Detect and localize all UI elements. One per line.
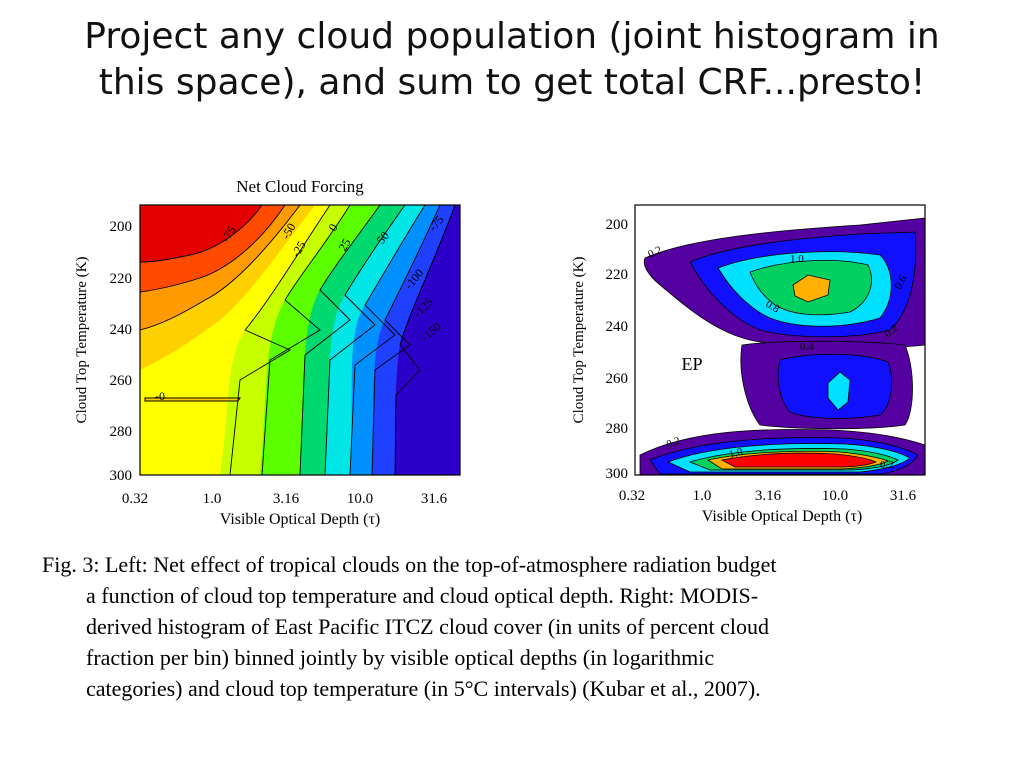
x-tick-label: 10.0 [347,491,373,507]
x-tick-label: 3.16 [755,488,782,504]
y-axis-label-left: Cloud Top Temperature (K) [74,257,90,424]
y-tick-label: 280 [606,421,629,437]
contour-label: 0.2 [880,459,894,471]
contour-label: 0.2 [646,244,664,261]
caption-line-4: fraction per bin) binned jointly by visi… [86,645,715,670]
plot-frame-left [139,204,461,476]
x-tick-label: 1.0 [203,491,222,507]
x-axis-label-right: Visible Optical Depth (τ) [702,508,863,525]
x-tick-label: 10.0 [822,488,848,504]
modis-histogram-chart: 0.2 1.0 0.8 0.6 0.4 0.2 0.2 1.0 0.2 EP 2… [571,204,926,525]
figure-caption: Fig. 3: Left: Net effect of tropical clo… [42,549,1002,704]
contour-label: -75 [218,224,238,245]
slide-title-line-2: this space), and sum to get total CRF...… [98,62,926,103]
x-tick-label: 31.6 [421,491,448,507]
y-tick-label: 200 [110,219,133,235]
middle-cyan-core [827,371,851,411]
contour-label: -0 [155,389,165,403]
y-tick-label: 260 [606,371,629,387]
y-tick-label: 260 [110,373,133,389]
contour-label: 1.0 [790,253,804,265]
contour-label: -50 [278,221,298,242]
contour-label: -25 [288,239,308,260]
y-ticks-right: 200 220 240 260 280 300 [606,217,629,482]
contour-lines [140,205,456,475]
caption-line-2: a function of cloud top temperature and … [86,583,759,608]
y-tick-label: 220 [110,271,133,287]
y-tick-label: 240 [110,322,133,338]
x-tick-label: 0.32 [122,491,148,507]
x-ticks-left: 0.32 1.0 3.16 10.0 31.6 [122,491,448,507]
y-tick-label: 280 [110,424,133,440]
caption-line-5: categories) and cloud top temperature (i… [86,676,761,701]
y-tick-label: 300 [110,468,133,484]
contour-label: 0.4 [800,341,814,353]
contour-label: 0.2 [665,435,682,451]
net-forcing-contours [140,205,460,475]
x-tick-label: 0.32 [619,488,645,504]
caption-line-3: derived histogram of East Pacific ITCZ c… [86,614,770,639]
y-tick-label: 300 [606,466,629,482]
slide-title-line-1: Project any cloud population (joint hist… [84,16,940,57]
caption-line-1: Fig. 3: Left: Net effect of tropical clo… [42,552,777,577]
contour-label: 1.0 [728,446,745,461]
x-tick-label: 1.0 [693,488,712,504]
x-ticks-right: 0.32 1.0 3.16 10.0 31.6 [619,488,917,504]
region-label-ep: EP [681,354,702,374]
y-ticks-left: 200 220 240 260 280 300 [110,219,133,484]
lower-red-core [720,452,877,468]
slide-title: Project any cloud population (joint hist… [40,14,984,106]
y-tick-label: 240 [606,319,629,335]
plot-frame-right [634,204,926,476]
x-tick-label: 3.16 [273,491,300,507]
chart-title-left: Net Cloud Forcing [236,177,364,196]
net-cloud-forcing-chart: Net Cloud Forcing -75 -50 -25 [74,177,461,528]
band-red [140,205,262,262]
x-axis-label-left: Visible Optical Depth (τ) [220,511,381,528]
contour-labels-right: 0.2 1.0 0.8 0.6 0.4 0.2 0.2 1.0 0.2 [646,244,910,471]
histogram-contours [639,217,925,475]
y-axis-label-right: Cloud Top Temperature (K) [571,257,587,424]
y-tick-label: 200 [606,217,629,233]
y-tick-label: 220 [606,267,629,283]
x-tick-label: 31.6 [890,488,917,504]
upper-orange-core [792,274,831,303]
